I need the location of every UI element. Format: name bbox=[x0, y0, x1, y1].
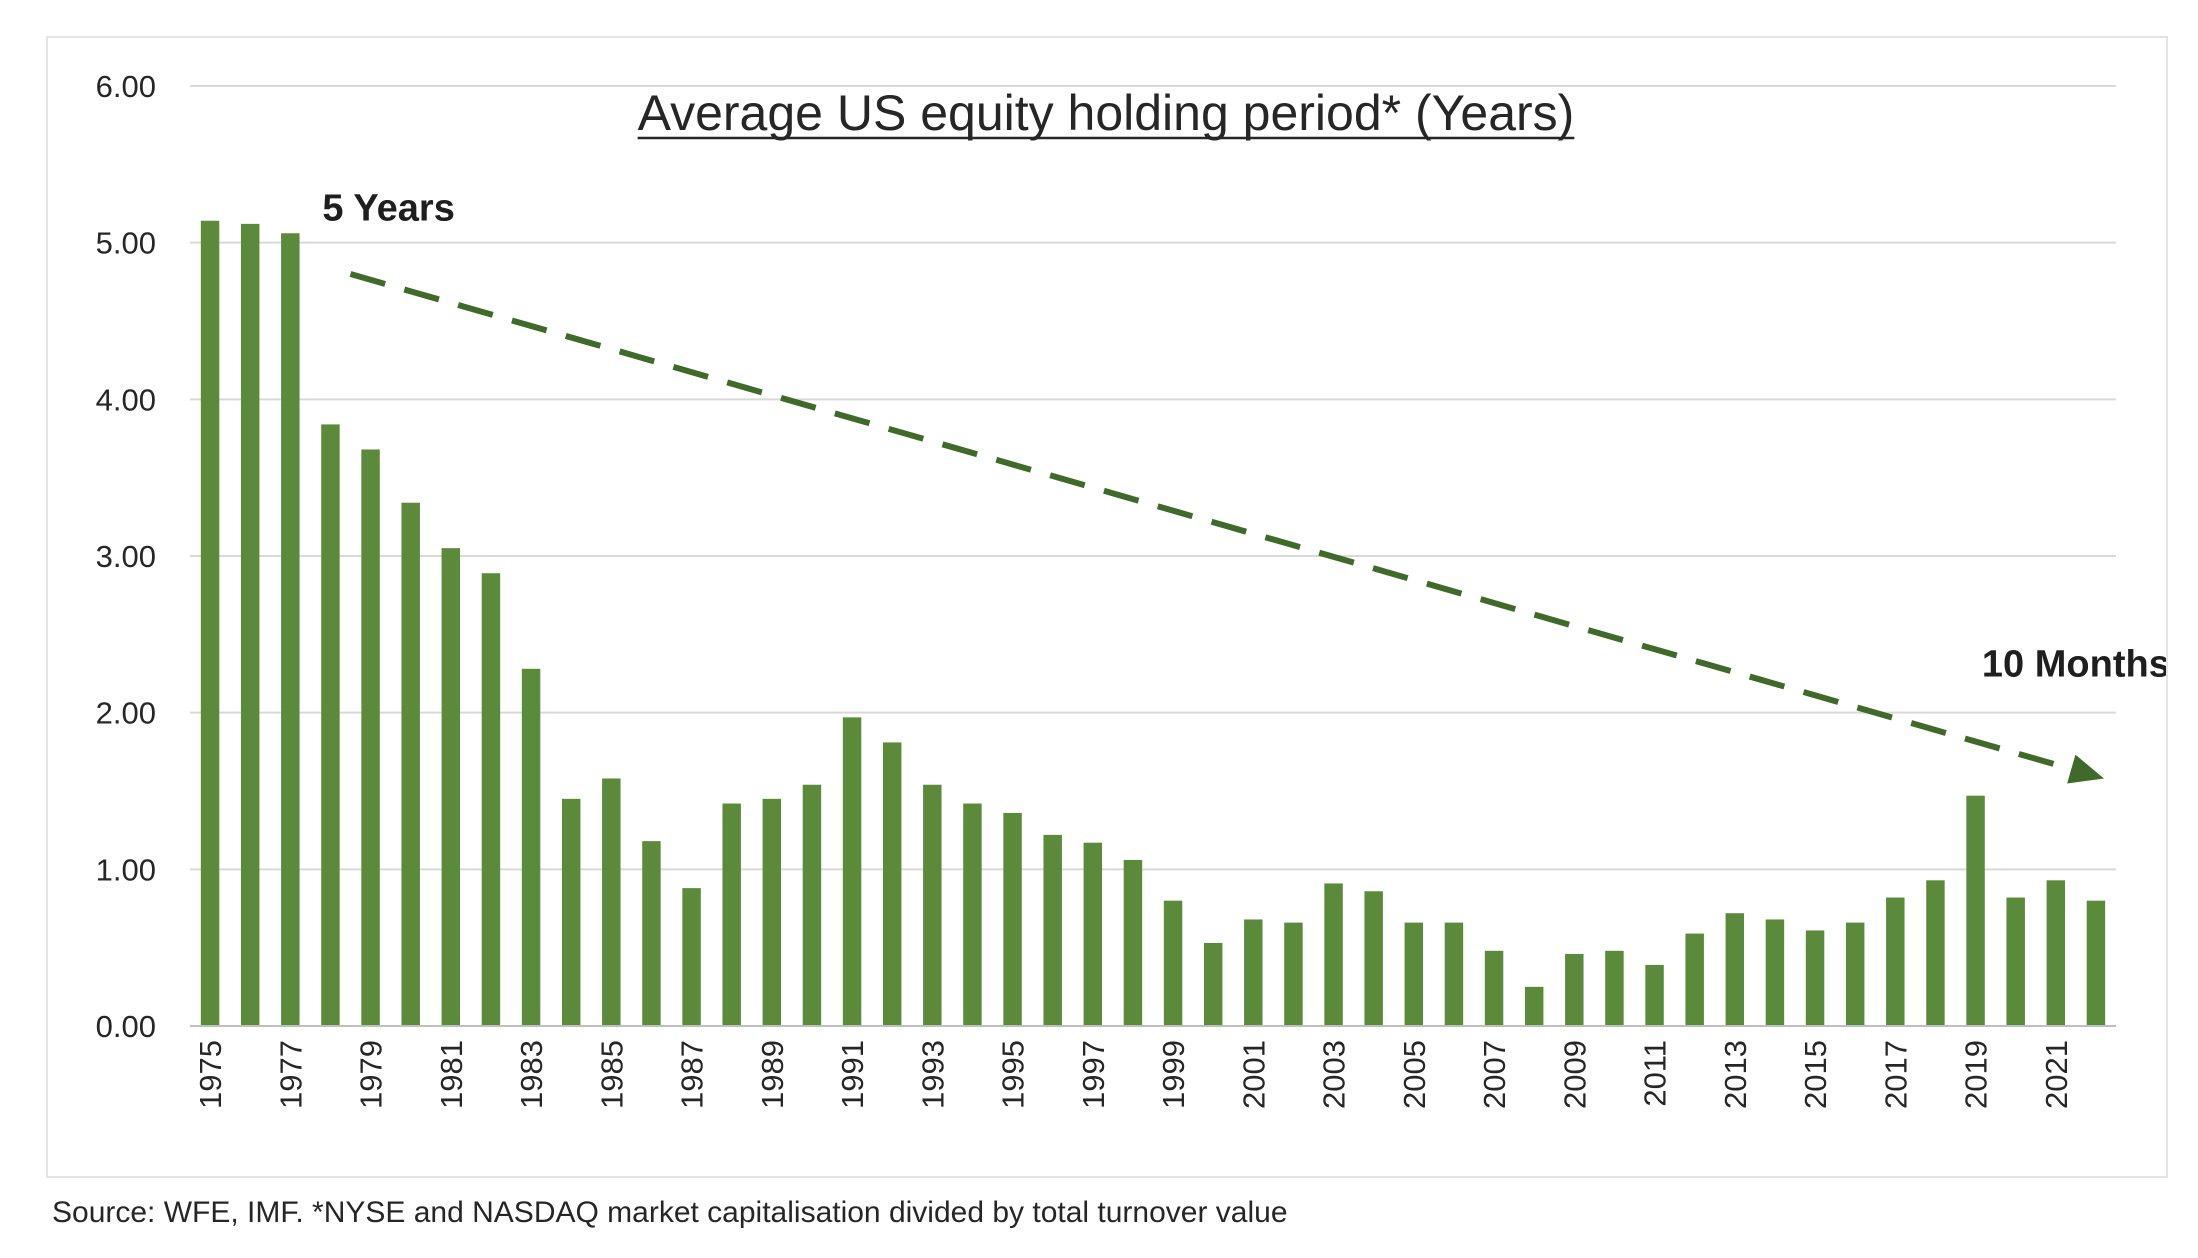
y-tick-label: 4.00 bbox=[96, 382, 156, 417]
bar bbox=[561, 798, 581, 1026]
x-tick-label: 1985 bbox=[594, 1040, 629, 1109]
annotations: 5 Years 10 Months bbox=[322, 188, 2166, 686]
x-tick-label: 1983 bbox=[514, 1040, 549, 1109]
y-tick-label: 5.00 bbox=[96, 226, 156, 261]
x-tick-label: 1993 bbox=[915, 1040, 950, 1109]
x-tick-label: 1977 bbox=[273, 1040, 308, 1109]
annotation-5-years: 5 Years bbox=[322, 188, 454, 230]
bar bbox=[321, 424, 340, 1026]
bar bbox=[1565, 953, 1584, 1026]
bar bbox=[722, 803, 741, 1026]
annotation-10-months: 10 Months bbox=[1982, 644, 2166, 686]
x-tick-label: 2001 bbox=[1236, 1040, 1271, 1109]
bar bbox=[1003, 812, 1022, 1026]
bar bbox=[1845, 922, 1865, 1026]
bar bbox=[361, 449, 380, 1026]
bar bbox=[1685, 933, 1704, 1026]
bar bbox=[441, 548, 461, 1026]
bar bbox=[1605, 950, 1624, 1026]
bar bbox=[1043, 834, 1062, 1026]
x-tick-label: 1987 bbox=[675, 1040, 710, 1109]
y-tick-label: 6.00 bbox=[96, 69, 156, 104]
bar bbox=[923, 784, 942, 1026]
bar bbox=[1805, 930, 1825, 1026]
bar bbox=[200, 220, 220, 1026]
bar bbox=[1524, 986, 1544, 1026]
bar bbox=[2046, 880, 2066, 1026]
gridlines bbox=[190, 85, 2116, 871]
bar bbox=[401, 502, 420, 1026]
x-tick-label: 2003 bbox=[1317, 1040, 1352, 1109]
bar bbox=[1444, 922, 1464, 1026]
bar bbox=[1765, 919, 1785, 1026]
bar bbox=[2086, 900, 2106, 1026]
x-tick-label: 2011 bbox=[1638, 1040, 1673, 1107]
x-tick-label: 2019 bbox=[1959, 1040, 1994, 1109]
bar bbox=[2006, 897, 2025, 1026]
trend-arrow-shaft bbox=[349, 271, 2073, 772]
y-tick-label: 2.00 bbox=[96, 696, 156, 731]
bars bbox=[200, 220, 2106, 1026]
x-tick-label: 2013 bbox=[1718, 1040, 1753, 1109]
bar bbox=[1324, 883, 1343, 1026]
bar bbox=[281, 233, 300, 1026]
chart-title: Average US equity holding period* (Years… bbox=[638, 85, 1575, 141]
bar bbox=[1284, 922, 1303, 1026]
x-tick-label: 1999 bbox=[1156, 1040, 1191, 1109]
chart-frame: 0.00 1.00 2.00 3.00 4.00 5.00 6.00 1975 1977 197… bbox=[46, 36, 2168, 1178]
x-axis-tick-labels: 1975 1977 1979 1981 1983 1985 1987 1989 1991 1993… bbox=[193, 1040, 2074, 1109]
bar bbox=[1725, 913, 1745, 1026]
bar-chart: 0.001.002.003.004.005.006.00 1975 1977 197… bbox=[96, 69, 2166, 1109]
trend-arrow bbox=[349, 271, 2104, 784]
bar bbox=[1364, 891, 1383, 1026]
bar bbox=[1244, 919, 1263, 1026]
bar bbox=[1083, 842, 1103, 1026]
bar bbox=[1163, 900, 1183, 1026]
x-tick-label: 1997 bbox=[1076, 1040, 1111, 1109]
x-tick-label: 2017 bbox=[1878, 1040, 1913, 1109]
bar bbox=[1645, 964, 1664, 1026]
x-tick-label: 2007 bbox=[1477, 1040, 1512, 1109]
bar bbox=[1886, 897, 1905, 1026]
trend-arrow-head bbox=[2067, 754, 2104, 784]
bar bbox=[481, 573, 501, 1026]
source-note: Source: WFE, IMF. *NYSE and NASDAQ marke… bbox=[52, 1196, 1288, 1229]
bar bbox=[602, 778, 621, 1026]
bar bbox=[682, 888, 701, 1026]
bar bbox=[1484, 950, 1504, 1026]
bar bbox=[1966, 795, 1985, 1026]
bar bbox=[842, 717, 862, 1026]
y-tick-label: 0.00 bbox=[96, 1009, 156, 1044]
x-tick-label: 1995 bbox=[996, 1040, 1031, 1109]
bar bbox=[1203, 942, 1223, 1026]
x-tick-label: 1989 bbox=[755, 1040, 790, 1109]
bar bbox=[802, 784, 822, 1026]
y-axis-tick-labels: 0.00 1.00 2.00 3.00 4.00 5.00 6.00 bbox=[96, 69, 156, 1044]
bar bbox=[642, 841, 661, 1026]
x-tick-label: 2015 bbox=[1798, 1040, 1833, 1109]
bar bbox=[521, 668, 541, 1026]
x-tick-label: 1975 bbox=[193, 1040, 228, 1109]
x-tick-label: 1991 bbox=[835, 1040, 870, 1109]
bar bbox=[1404, 922, 1424, 1026]
x-tick-label: 1981 bbox=[434, 1040, 469, 1109]
bar bbox=[963, 803, 982, 1026]
x-tick-label: 1979 bbox=[354, 1040, 389, 1109]
x-tick-label: 2009 bbox=[1557, 1040, 1592, 1109]
x-tick-label: 2005 bbox=[1397, 1040, 1432, 1109]
bar bbox=[240, 223, 260, 1026]
bar bbox=[882, 742, 902, 1026]
bar bbox=[1123, 859, 1143, 1026]
x-tick-label: 2021 bbox=[2039, 1040, 2074, 1109]
y-tick-label: 1.00 bbox=[96, 852, 156, 887]
bar bbox=[1926, 880, 1945, 1026]
y-tick-label: 3.00 bbox=[96, 539, 156, 574]
bar bbox=[762, 798, 782, 1026]
